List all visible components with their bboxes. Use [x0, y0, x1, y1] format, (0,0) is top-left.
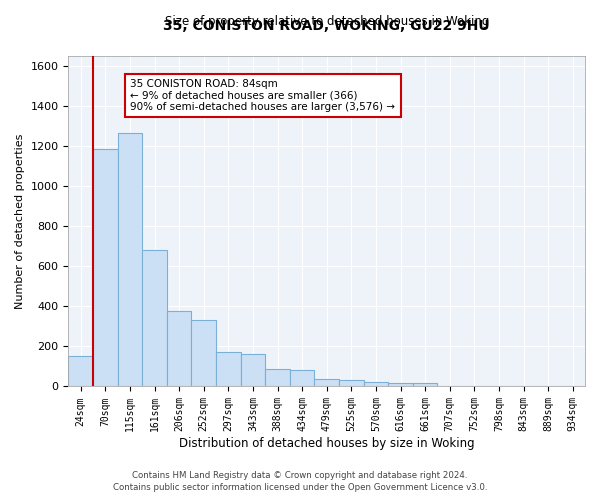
Bar [413, 384, 437, 386]
Title: Size of property relative to detached houses in Woking: Size of property relative to detached ho… [164, 16, 489, 28]
Bar [314, 380, 339, 386]
Bar [290, 370, 314, 386]
Bar [241, 354, 265, 386]
Bar [364, 382, 388, 386]
Bar [93, 149, 118, 386]
Bar [142, 250, 167, 386]
X-axis label: Distribution of detached houses by size in Woking: Distribution of detached houses by size … [179, 437, 475, 450]
Bar [339, 380, 364, 386]
Y-axis label: Number of detached properties: Number of detached properties [15, 134, 25, 309]
Bar [68, 356, 93, 386]
Bar [216, 352, 241, 386]
Text: 35 CONISTON ROAD: 84sqm
← 9% of detached houses are smaller (366)
90% of semi-de: 35 CONISTON ROAD: 84sqm ← 9% of detached… [130, 79, 395, 112]
Bar [388, 383, 413, 386]
Text: 35, CONISTON ROAD, WOKING, GU22 9HU: 35, CONISTON ROAD, WOKING, GU22 9HU [163, 19, 490, 33]
Bar [118, 133, 142, 386]
Bar [191, 320, 216, 386]
Text: Contains HM Land Registry data © Crown copyright and database right 2024.
Contai: Contains HM Land Registry data © Crown c… [113, 471, 487, 492]
Bar [167, 312, 191, 386]
Bar [265, 370, 290, 386]
